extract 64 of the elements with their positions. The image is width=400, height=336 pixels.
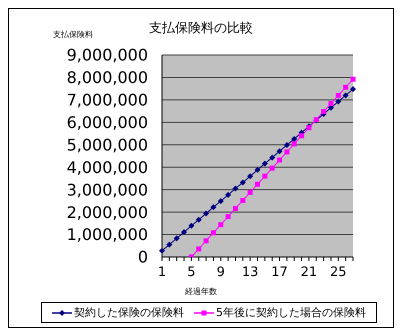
x-tick-label: 1 [158,265,166,280]
point [350,86,356,92]
point [299,133,304,138]
point [218,222,224,228]
point [262,174,268,179]
point [284,142,290,148]
y-tick-label: 7,000,000 [66,90,148,110]
x-tick-label: 9 [216,265,225,280]
point [188,222,194,229]
y-tick-label: 8,000,000 [66,68,148,88]
point [240,179,246,186]
point [174,235,180,242]
point [196,216,202,223]
point [270,166,275,171]
point [247,173,254,180]
point [269,154,276,161]
x-tick-label: 13 [242,265,258,280]
point [159,248,165,254]
x-tick-label: 17 [271,265,288,280]
point [336,92,341,98]
y-tick-label: 9,000,000 [66,46,148,65]
point [226,214,231,220]
y-tick-label: 6,000,000 [66,113,148,132]
y-tick-label: 3,000,000 [66,180,148,200]
legend-label: 契約した保険の保険料 [73,305,184,320]
point [328,100,334,106]
point [225,192,232,198]
point [277,158,282,163]
point [203,210,210,216]
x-tick-label: 21 [300,265,318,280]
point [335,98,342,104]
point [350,76,356,82]
y-tick-label: 5,000,000 [66,135,148,154]
y-tick-label: 2,000,000 [66,202,148,222]
point [284,149,290,154]
point [181,229,188,236]
y-tick-label: 0 [138,248,148,267]
point [276,148,283,154]
x-tick-label: 5 [187,265,196,280]
point [342,92,349,98]
point [232,206,238,212]
point [232,186,238,192]
point [291,136,298,142]
point [240,198,246,203]
point [218,198,224,204]
x-axis-title: 経過年数 [184,286,218,297]
chart-title: 支払保険料の比較 [149,21,253,36]
point [262,160,268,167]
x-tick-label: 25 [330,265,347,280]
legend-label: 5年後に契約した場合の保険料 [215,305,366,320]
point [254,166,260,173]
point [196,246,202,252]
y-tick-label: 4,000,000 [66,158,148,177]
point [204,238,209,244]
point [292,141,297,146]
y-tick-label: 1,000,000 [66,225,148,244]
point [248,190,253,195]
y-axis-title: 支払保険料 [53,29,93,40]
point [166,242,172,248]
point [343,84,348,90]
point [321,109,326,114]
point [210,204,216,210]
point [210,230,216,236]
point [255,182,260,187]
